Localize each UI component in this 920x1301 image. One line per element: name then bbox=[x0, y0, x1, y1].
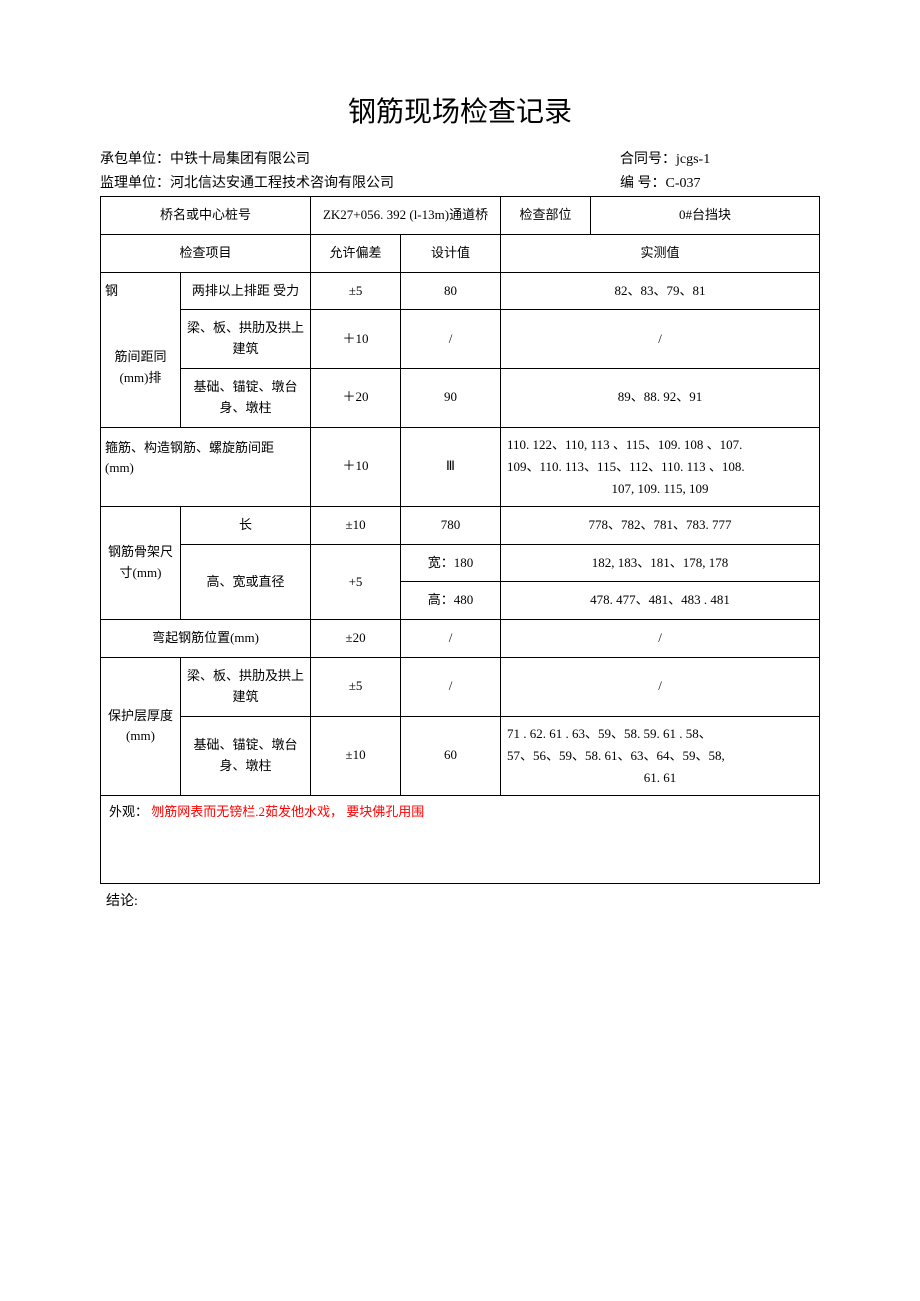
contractor-value: 中铁十局集团有限公司 bbox=[170, 152, 310, 167]
design-cell: 宽：180 bbox=[401, 544, 501, 582]
tolerance-header: 允许偏差 bbox=[311, 234, 401, 272]
table-row: 钢 两排以上排距 受力 ±5 80 82、83、79、81 bbox=[101, 272, 820, 310]
meas-line: 71 . 62. 61 . 63、59、58. 59. 61 . 58、 bbox=[507, 726, 712, 741]
meas-cell: 478. 477、481、483 . 481 bbox=[501, 582, 820, 620]
design-cell: / bbox=[401, 620, 501, 658]
contract-no-label: 合同号： bbox=[620, 152, 676, 167]
meas-cell: 778、782、781、783. 777 bbox=[501, 506, 820, 544]
bridge-name-label: 桥名或中心桩号 bbox=[101, 197, 311, 235]
design-cell: 780 bbox=[401, 506, 501, 544]
check-part-value: 0#台挡块 bbox=[591, 197, 820, 235]
design-header: 设计值 bbox=[401, 234, 501, 272]
check-item-header: 检查项目 bbox=[101, 234, 311, 272]
meas-cell: / bbox=[501, 658, 820, 717]
meas-line: 107, 109. 115, 109 bbox=[507, 478, 813, 500]
table-row: 外观： 刎筋网表而无镑栏.2茹发他水戏， 要块佛孔用围 bbox=[101, 795, 820, 883]
tol-cell: ±20 bbox=[311, 620, 401, 658]
table-row: 桥名或中心桩号 ZK27+056. 392 (l-13m)通道桥 检查部位 0#… bbox=[101, 197, 820, 235]
tol-cell: +5 bbox=[311, 544, 401, 620]
tol-cell: ＋10 bbox=[311, 427, 401, 506]
group-cell: 钢 bbox=[101, 272, 181, 310]
group-cell: 钢筋骨架尺寸(mm) bbox=[101, 506, 181, 619]
inspection-table: 桥名或中心桩号 ZK27+056. 392 (l-13m)通道桥 检查部位 0#… bbox=[100, 196, 820, 884]
meta-row-2: 监理单位：河北信达安通工程技术咨询有限公司 编 号：C-037 bbox=[100, 172, 820, 192]
item-cell: 长 bbox=[181, 506, 311, 544]
tol-cell: ±5 bbox=[311, 272, 401, 310]
tol-cell: ±10 bbox=[311, 506, 401, 544]
table-row: 筋间距同 (mm)排 梁、板、拱肋及拱上建筑 ＋10 / / bbox=[101, 310, 820, 369]
meas-cell: 71 . 62. 61 . 63、59、58. 59. 61 . 58、 57、… bbox=[501, 716, 820, 795]
tol-cell: ＋10 bbox=[311, 310, 401, 369]
table-row: 检查项目 允许偏差 设计值 实测值 bbox=[101, 234, 820, 272]
table-row: 基础、锚锭、墩台身、墩柱 ＋20 90 89、88. 92、91 bbox=[101, 368, 820, 427]
appearance-text: 刎筋网表而无镑栏.2茹发他水戏， 要块佛孔用围 bbox=[151, 804, 424, 819]
appearance-cell: 外观： 刎筋网表而无镑栏.2茹发他水戏， 要块佛孔用围 bbox=[101, 795, 820, 883]
design-cell: / bbox=[401, 658, 501, 717]
meas-cell: / bbox=[501, 620, 820, 658]
item-cell: 梁、板、拱肋及拱上建筑 bbox=[181, 310, 311, 369]
table-row: 弯起钢筋位置(mm) ±20 / / bbox=[101, 620, 820, 658]
item-cell: 梁、板、拱肋及拱上 建筑 bbox=[181, 658, 311, 717]
meas-cell: / bbox=[501, 310, 820, 369]
measured-header: 实测值 bbox=[501, 234, 820, 272]
meas-cell: 182, 183、181、178, 178 bbox=[501, 544, 820, 582]
table-row: 箍筋、构造钢筋、螺旋筋间距 (mm) ＋10 Ⅲ 110. 122、110, 1… bbox=[101, 427, 820, 506]
contractor-label: 承包单位： bbox=[100, 152, 170, 167]
design-cell: 60 bbox=[401, 716, 501, 795]
meas-line: 110. 122、110, 113 、115、109. 108 、107. bbox=[507, 437, 742, 452]
item-cell: 箍筋、构造钢筋、螺旋筋间距 (mm) bbox=[101, 427, 311, 506]
check-part-label: 检查部位 bbox=[501, 197, 591, 235]
item-cell: 高、宽或直径 bbox=[181, 544, 311, 620]
design-cell: Ⅲ bbox=[401, 427, 501, 506]
meas-cell: 82、83、79、81 bbox=[501, 272, 820, 310]
table-row: 基础、锚锭、墩台身、墩柱 ±10 60 71 . 62. 61 . 63、59、… bbox=[101, 716, 820, 795]
contract-no-value: jcgs-1 bbox=[676, 152, 710, 167]
design-cell: 80 bbox=[401, 272, 501, 310]
design-cell: 高：480 bbox=[401, 582, 501, 620]
meas-cell: 110. 122、110, 113 、115、109. 108 、107. 10… bbox=[501, 427, 820, 506]
meas-line: 57、56、59、58. 61、63、64、59、58, bbox=[507, 748, 725, 763]
meas-line: 109、110. 113、115、112、110. 113 、108. bbox=[507, 459, 745, 474]
table-row: 保护层厚度(mm) 梁、板、拱肋及拱上 建筑 ±5 / / bbox=[101, 658, 820, 717]
item-cell: 两排以上排距 受力 bbox=[181, 272, 311, 310]
meas-line: 61. 61 bbox=[507, 767, 813, 789]
supervisor-value: 河北信达安通工程技术咨询有限公司 bbox=[170, 176, 394, 191]
appearance-label: 外观： bbox=[109, 804, 148, 819]
tol-cell: ±5 bbox=[311, 658, 401, 717]
conclusion-label: 结论: bbox=[100, 890, 820, 910]
serial-label: 编 号： bbox=[620, 176, 666, 191]
table-row: 高、宽或直径 +5 宽：180 182, 183、181、178, 178 bbox=[101, 544, 820, 582]
supervisor-label: 监理单位： bbox=[100, 176, 170, 191]
table-row: 钢筋骨架尺寸(mm) 长 ±10 780 778、782、781、783. 77… bbox=[101, 506, 820, 544]
design-cell: 90 bbox=[401, 368, 501, 427]
page-title: 钢筋现场检查记录 bbox=[100, 90, 820, 130]
group-cell: 筋间距同 (mm)排 bbox=[101, 310, 181, 427]
serial-value: C-037 bbox=[666, 176, 701, 191]
meta-row-1: 承包单位：中铁十局集团有限公司 合同号：jcgs-1 bbox=[100, 148, 820, 168]
item-cell: 基础、锚锭、墩台身、墩柱 bbox=[181, 368, 311, 427]
meas-cell: 89、88. 92、91 bbox=[501, 368, 820, 427]
tol-cell: ＋20 bbox=[311, 368, 401, 427]
design-cell: / bbox=[401, 310, 501, 369]
item-cell: 基础、锚锭、墩台身、墩柱 bbox=[181, 716, 311, 795]
group-cell: 保护层厚度(mm) bbox=[101, 658, 181, 796]
bridge-name-value: ZK27+056. 392 (l-13m)通道桥 bbox=[311, 197, 501, 235]
tol-cell: ±10 bbox=[311, 716, 401, 795]
item-cell: 弯起钢筋位置(mm) bbox=[101, 620, 311, 658]
